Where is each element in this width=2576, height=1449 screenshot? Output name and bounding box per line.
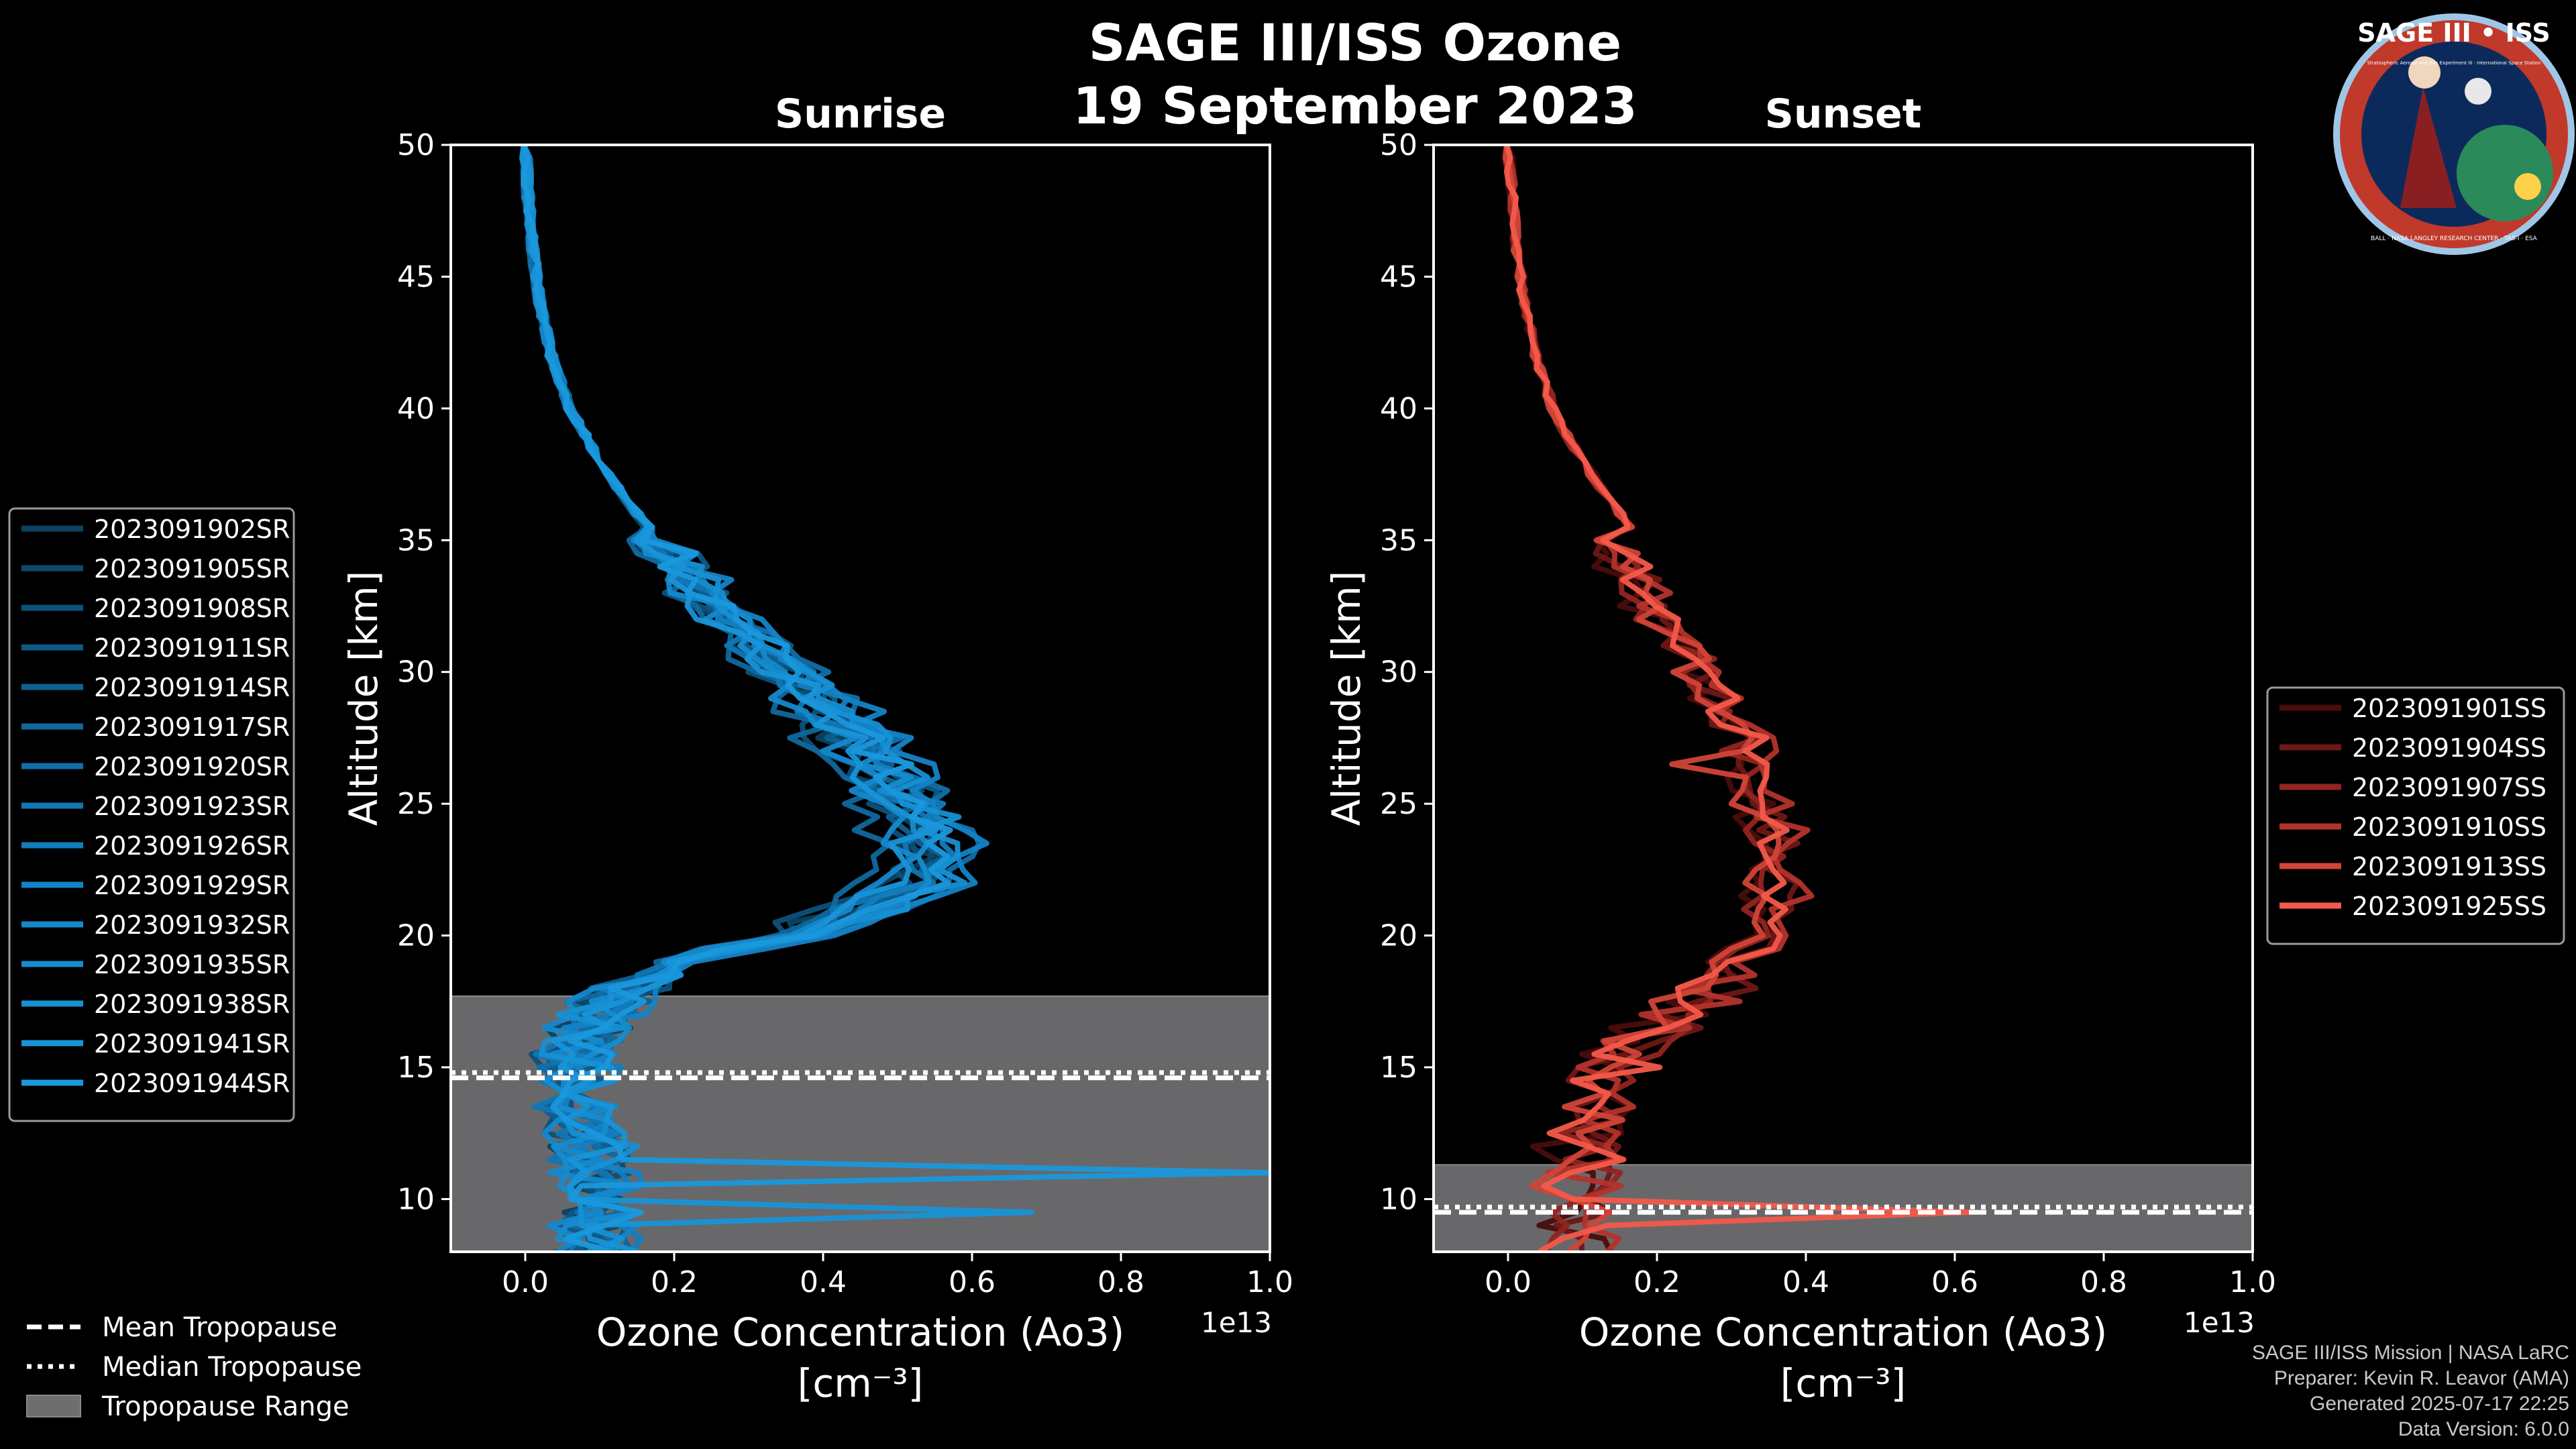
x-tick-label: 0.0 (1485, 1265, 1532, 1299)
legend-label-2023091907SS: 2023091907SS (2352, 773, 2546, 802)
legend-label-2023091914SR: 2023091914SR (94, 673, 290, 702)
legend-label-2023091904SS: 2023091904SS (2352, 733, 2546, 763)
x-tick-label: 0.4 (800, 1265, 847, 1299)
legend-label-2023091902SR: 2023091902SR (94, 515, 290, 544)
y-tick-label: 30 (1380, 655, 1417, 690)
y-tick-label: 45 (1380, 260, 1417, 294)
legend-label-2023091941SR: 2023091941SR (94, 1029, 290, 1059)
y-tick-label: 50 (1380, 128, 1417, 162)
y-tick-label: 20 (397, 919, 435, 953)
legend-frame (2266, 686, 2565, 945)
legend-sunrise: 2023091902SR 2023091905SR 2023091908SR 2023… (8, 507, 295, 1122)
legend-label-2023091944SR: 2023091944SR (94, 1069, 290, 1098)
provenance-preparer: Preparer: Kevin R. Leavor (AMA) (2273, 1367, 2569, 1389)
profile-2023091910SS (1504, 145, 1815, 1252)
legend-label-2023091925SS: 2023091925SS (2352, 892, 2546, 921)
y-tick-label: 10 (397, 1182, 435, 1216)
x-axis-scale-label: 1e13 (1201, 1306, 1272, 1339)
provenance-generated: Generated 2025-07-17 22:25 (2310, 1393, 2569, 1415)
logo-moon (2465, 78, 2491, 105)
profile-lines (1502, 145, 1973, 1252)
panel-title: Sunrise (775, 91, 946, 138)
profile-2023091925SS (1503, 145, 1973, 1252)
logo-name: SAGE III • ISS (2357, 18, 2551, 48)
y-tick-label: 15 (1380, 1051, 1417, 1085)
legend-label-2023091910SS: 2023091910SS (2352, 812, 2546, 842)
legend-label-2023091935SR: 2023091935SR (94, 950, 290, 979)
x-tick-label: 1.0 (1246, 1265, 1293, 1299)
y-axis-label: Altitude [km] (1324, 571, 1369, 826)
sage-logo: SAGE III • ISS Stratospheric Aerosol and … (2333, 13, 2575, 255)
logo-wizard-head (2408, 56, 2440, 89)
axes-frame (449, 144, 1271, 1253)
provenance-block: SAGE III/ISS Mission | NASA LaRC Prepare… (2252, 1340, 2569, 1442)
x-axis-scale-label: 1e13 (2184, 1306, 2255, 1339)
axes-frame (1432, 144, 2254, 1253)
profile-2023091929SR (521, 145, 989, 1252)
y-tick-label: 40 (397, 392, 435, 426)
provenance-mission: SAGE III/ISS Mission | NASA LaRC (2252, 1342, 2569, 1364)
main-title: SAGE III/ISS Ozone (1088, 13, 1622, 72)
legend-label-2023091929SR: 2023091929SR (94, 871, 290, 900)
panel-sunrise: 0.0 0.2 0.4 0.6 0.8 1.0 10 15 20 25 30 35 40 45 50 Sunr… (341, 91, 1293, 1406)
legend-label-2023091908SR: 2023091908SR (94, 594, 290, 623)
y-axis-label: Altitude [km] (341, 571, 386, 826)
x-axis-units: [cm⁻³] (1780, 1360, 1907, 1406)
x-tick-label: 0.6 (949, 1265, 996, 1299)
y-tick-label: 40 (1380, 392, 1417, 426)
x-axis-label: Ozone Concentration (Ao3) (1579, 1309, 2108, 1355)
x-tick-label: 0.2 (651, 1265, 698, 1299)
legend-frame (8, 507, 295, 1122)
y-tick-label: 10 (1380, 1182, 1417, 1216)
profile-2023091904SS (1503, 145, 1801, 1252)
legend-median-label: Median Tropopause (102, 1352, 362, 1383)
legend-tropopause: Mean Tropopause Median Tropopause Tropopau… (26, 1312, 362, 1422)
panel-sunset: 0.0 0.2 0.4 0.6 0.8 1.0 10 15 20 25 30 35 40 45 50 Suns… (1324, 91, 2276, 1406)
legend-label-2023091901SS: 2023091901SS (2352, 694, 2546, 723)
y-tick-label: 35 (397, 523, 435, 557)
legend-label-2023091911SR: 2023091911SR (94, 633, 290, 663)
logo-ring-text: BALL · NASA LANGLEY RESEARCH CENTER · TA… (2371, 235, 2538, 242)
main-subtitle-date: 19 September 2023 (1073, 76, 1638, 136)
x-tick-label: 0.0 (502, 1265, 549, 1299)
legend-label-2023091905SR: 2023091905SR (94, 554, 290, 584)
profile-2023091944SR (521, 145, 1270, 1252)
legend-label-2023091938SR: 2023091938SR (94, 989, 290, 1019)
logo-sun (2514, 173, 2541, 200)
legend-range-label: Tropopause Range (101, 1391, 350, 1422)
panel-title: Sunset (1765, 91, 1922, 138)
legend-mean-label: Mean Tropopause (102, 1312, 337, 1343)
y-tick-label: 50 (397, 128, 435, 162)
x-tick-label: 0.2 (1633, 1265, 1680, 1299)
legend-label-2023091920SR: 2023091920SR (94, 752, 290, 782)
y-tick-label: 20 (1380, 919, 1417, 953)
legend-label-2023091917SR: 2023091917SR (94, 712, 290, 742)
x-tick-label: 0.4 (1782, 1265, 1829, 1299)
x-axis-units: [cm⁻³] (798, 1360, 924, 1406)
logo-wizard-robe (2400, 87, 2457, 208)
x-tick-label: 1.0 (2229, 1265, 2276, 1299)
legend-label-2023091926SR: 2023091926SR (94, 831, 290, 861)
x-tick-label: 0.8 (2080, 1265, 2127, 1299)
y-tick-label: 25 (397, 787, 435, 821)
y-tick-label: 15 (397, 1051, 435, 1085)
y-tick-label: 30 (397, 655, 435, 690)
x-tick-label: 0.8 (1097, 1265, 1144, 1299)
legend-label-2023091913SS: 2023091913SS (2352, 852, 2546, 881)
legend-range-swatch (26, 1395, 81, 1417)
x-tick-label: 0.6 (1931, 1265, 1978, 1299)
y-tick-label: 25 (1380, 787, 1417, 821)
logo-tagline: Stratospheric Aerosol and Gas Experiment… (2367, 60, 2540, 66)
legend-sunset: 2023091901SS 2023091904SS 2023091907SS 2023… (2266, 686, 2565, 945)
logo-globe (2457, 125, 2553, 221)
profile-lines (519, 145, 1270, 1252)
y-tick-label: 35 (1380, 523, 1417, 557)
provenance-data-version: Data Version: 6.0.0 (2398, 1418, 2569, 1440)
x-axis-label: Ozone Concentration (Ao3) (596, 1309, 1125, 1355)
legend-label-2023091923SR: 2023091923SR (94, 792, 290, 821)
y-tick-label: 45 (397, 260, 435, 294)
legend-label-2023091932SR: 2023091932SR (94, 910, 290, 940)
